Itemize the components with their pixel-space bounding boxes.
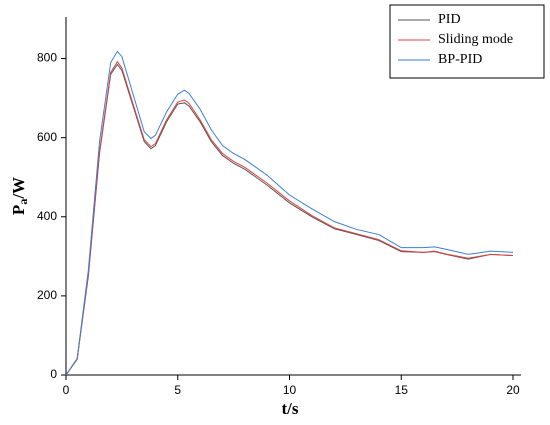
- y-label-sub: a: [16, 199, 30, 205]
- y-label-unit: /W: [9, 177, 28, 200]
- y-tick-label: 400: [37, 209, 57, 223]
- y-label-main: P: [9, 205, 28, 215]
- legend-label: Sliding mode: [438, 32, 513, 47]
- y-tick-label: 0: [50, 367, 57, 381]
- x-tick-label: 10: [283, 383, 297, 397]
- x-tick-label: 5: [174, 383, 181, 397]
- x-axis-label: t/s: [282, 399, 299, 418]
- y-axis-label: Pa/W: [9, 177, 30, 215]
- y-tick-label: 600: [37, 130, 57, 144]
- line-series: [65, 50, 514, 376]
- legend-label: PID: [438, 12, 461, 27]
- legend: PID Sliding mode BP-PID: [389, 4, 545, 79]
- legend-label: BP-PID: [438, 52, 482, 67]
- x-tick-label: 20: [506, 383, 520, 397]
- x-tick-label: 0: [63, 383, 70, 397]
- x-tick-label: 15: [395, 383, 409, 397]
- line-series: [65, 63, 514, 376]
- y-tick-label: 200: [37, 288, 57, 302]
- line-series: [65, 60, 514, 376]
- y-tick-label: 800: [37, 51, 57, 65]
- legend-box: [389, 4, 545, 79]
